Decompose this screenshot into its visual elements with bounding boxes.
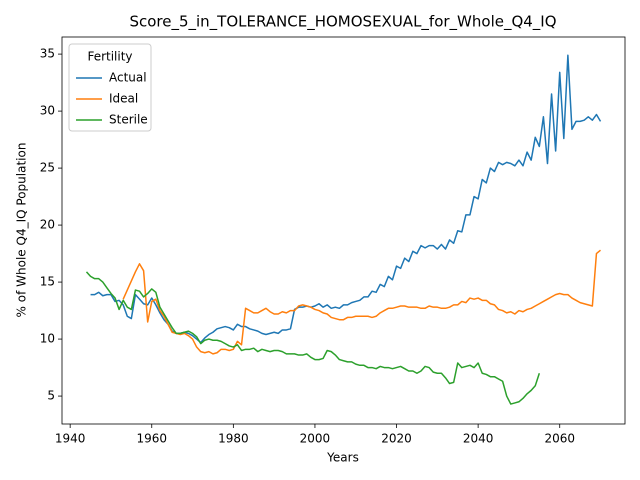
y-tick-label: 35: [40, 47, 55, 61]
plot-frame: [61, 36, 626, 425]
y-tick-label: 30: [40, 104, 55, 118]
y-tick-label: 5: [47, 389, 55, 403]
x-tick-label: 2000: [300, 432, 331, 446]
y-axis-label: % of Whole Q4_IQ Population: [15, 143, 29, 318]
legend-label: Sterile: [109, 113, 148, 127]
x-tick-label: 2060: [544, 432, 575, 446]
x-tick-label: 1980: [218, 432, 249, 446]
x-axis-label: Years: [326, 451, 359, 465]
y-tick-label: 20: [40, 218, 55, 232]
y-tick-label: 10: [40, 332, 55, 346]
x-tick-label: 1960: [136, 432, 167, 446]
y-tick-label: 15: [40, 275, 55, 289]
y-tick-label: 25: [40, 161, 55, 175]
legend-title: Fertility: [87, 50, 132, 64]
chart-title: Score_5_in_TOLERANCE_HOMOSEXUAL_for_Whol…: [129, 13, 556, 32]
legend-box: [68, 43, 152, 132]
legend-label: Actual: [109, 71, 147, 85]
data-line: [122, 249, 602, 355]
x-tick-label: 2040: [463, 432, 494, 446]
data-line: [90, 54, 602, 344]
x-tick-label: 2020: [381, 432, 412, 446]
data-line: [85, 271, 541, 405]
legend-label: Ideal: [109, 92, 138, 106]
x-tick-label: 1940: [55, 432, 86, 446]
